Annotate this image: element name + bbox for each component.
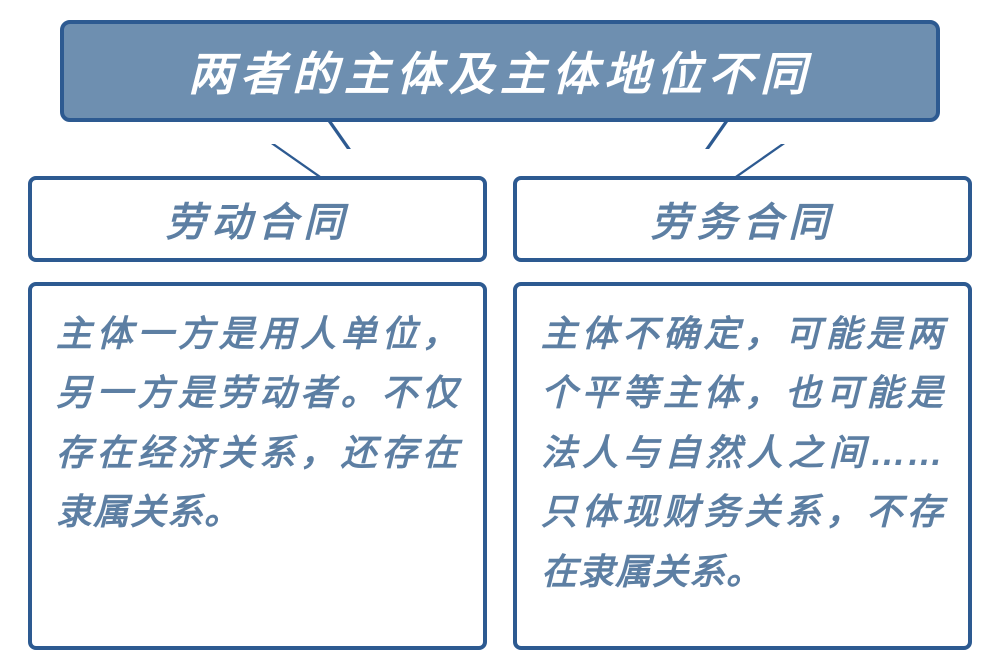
columns-container: 劳动合同 主体一方是用人单位，另一方是劳动者。不仅存在经济关系，还存在隶属关系。… <box>28 176 972 650</box>
left-body-text: 主体一方是用人单位，另一方是劳动者。不仅存在经济关系，还存在隶属关系。 <box>56 304 459 542</box>
main-title-box: 两者的主体及主体地位不同 <box>60 20 940 122</box>
left-sub-title-text: 劳动合同 <box>52 190 463 248</box>
left-sub-title-box: 劳动合同 <box>28 176 487 262</box>
connector-left <box>328 122 351 149</box>
right-sub-title-box: 劳务合同 <box>513 176 972 262</box>
right-column: 劳务合同 主体不确定，可能是两个平等主体，也可能是法人与自然人之间……只体现财务… <box>513 176 972 650</box>
right-body-box: 主体不确定，可能是两个平等主体，也可能是法人与自然人之间……只体现财务关系，不存… <box>513 282 972 650</box>
connector-area <box>28 122 972 176</box>
right-sub-title-text: 劳务合同 <box>537 190 948 248</box>
left-column: 劳动合同 主体一方是用人单位，另一方是劳动者。不仅存在经济关系，还存在隶属关系。 <box>28 176 487 650</box>
right-body-text: 主体不确定，可能是两个平等主体，也可能是法人与自然人之间……只体现财务关系，不存… <box>541 304 944 601</box>
connector-right-2 <box>735 144 785 176</box>
main-title-text: 两者的主体及主体地位不同 <box>84 38 916 104</box>
connector-right <box>705 122 728 149</box>
left-body-box: 主体一方是用人单位，另一方是劳动者。不仅存在经济关系，还存在隶属关系。 <box>28 282 487 650</box>
connector-left-2 <box>271 144 321 176</box>
